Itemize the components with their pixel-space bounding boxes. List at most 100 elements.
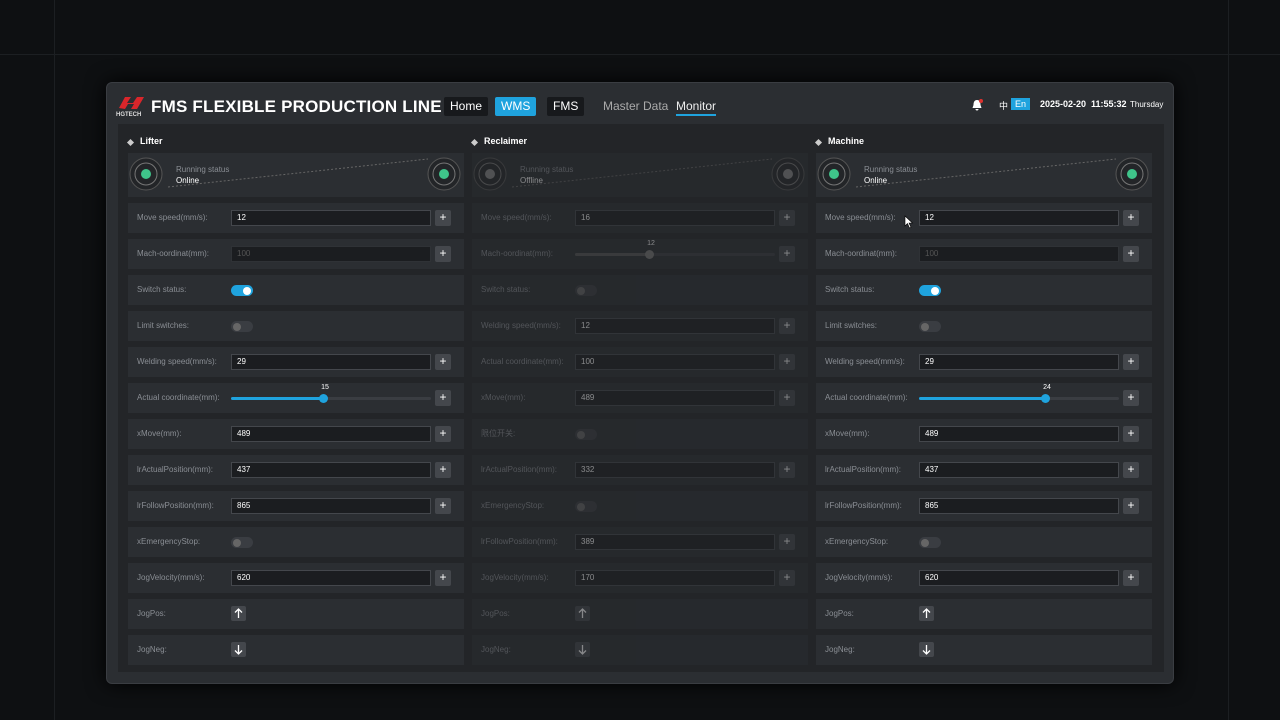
field-label: JogNeg: [481, 645, 511, 654]
form-row: Actual coordinate(mm): 15 + [128, 383, 464, 413]
toggle-switch[interactable] [575, 429, 597, 440]
lang-option[interactable]: En [1011, 98, 1031, 110]
plus-button[interactable]: + [435, 210, 451, 226]
app-title: FMS FLEXIBLE PRODUCTION LINE [151, 97, 442, 116]
plus-button[interactable]: + [779, 210, 795, 226]
slider-knob[interactable] [1041, 394, 1050, 403]
nav-item[interactable]: Master Data [603, 99, 669, 113]
time: 11:55:32 [1091, 99, 1127, 109]
slider-value: 24 [1043, 384, 1051, 391]
form-row: JogPos: [472, 599, 808, 629]
plus-button[interactable]: + [435, 390, 451, 406]
text-input[interactable]: 437 [231, 462, 431, 478]
text-input[interactable]: 100 [231, 246, 431, 262]
toggle-switch[interactable] [575, 501, 597, 512]
field-label: Limit switches: [825, 321, 878, 330]
field-label: xEmergencyStop: [481, 501, 545, 510]
plus-button[interactable]: + [1123, 462, 1139, 478]
text-input[interactable]: 620 [231, 570, 431, 586]
plus-button[interactable]: + [779, 534, 795, 550]
plus-button[interactable]: + [435, 570, 451, 586]
jog-up-button[interactable] [919, 606, 934, 621]
field-label: 限位开关: [481, 429, 516, 438]
slider-knob[interactable] [645, 250, 654, 259]
slider-track[interactable]: 12 [575, 240, 775, 259]
weekday: Thursday [1130, 100, 1164, 109]
nav-item[interactable]: Home [444, 97, 489, 116]
slider-value: 12 [647, 240, 655, 247]
title-icon [814, 138, 823, 147]
plus-button[interactable]: + [435, 354, 451, 370]
plus-button[interactable]: + [779, 354, 795, 370]
plus-button[interactable]: + [779, 246, 795, 262]
plus-button[interactable]: + [779, 390, 795, 406]
plus-button[interactable]: + [1123, 210, 1139, 226]
jog-down-button[interactable] [919, 642, 934, 657]
form-row: JogNeg: [816, 635, 1152, 665]
status-value: Online [864, 176, 888, 185]
text-input[interactable]: 100 [919, 246, 1119, 262]
nav-item[interactable]: FMS [547, 97, 585, 116]
plus-button[interactable]: + [1123, 246, 1139, 262]
plus-button[interactable]: + [435, 498, 451, 514]
plus-button[interactable]: + [1123, 354, 1139, 370]
plus-button[interactable]: + [435, 246, 451, 262]
panel-title: Reclaimer [484, 136, 528, 146]
text-input[interactable]: 12 [231, 210, 431, 226]
slider-knob[interactable] [319, 394, 328, 403]
plus-button[interactable]: + [1123, 426, 1139, 442]
text-input[interactable]: 170 [575, 570, 775, 586]
text-input[interactable]: 29 [231, 354, 431, 370]
toggle-switch[interactable] [231, 321, 253, 332]
lang-option[interactable]: 中 [999, 101, 1009, 111]
text-input[interactable]: 332 [575, 462, 775, 478]
logo-icon [119, 97, 144, 109]
plus-button[interactable]: + [779, 570, 795, 586]
text-input[interactable]: 865 [919, 498, 1119, 514]
jog-down-button[interactable] [231, 642, 246, 657]
nav-item[interactable]: Monitor [676, 97, 717, 116]
nav-item[interactable]: WMS [495, 97, 537, 116]
text-input[interactable]: 12 [919, 210, 1119, 226]
text-input[interactable]: 16 [575, 210, 775, 226]
plus-button[interactable]: + [1123, 390, 1139, 406]
text-input[interactable]: 29 [919, 354, 1119, 370]
panel-title: Lifter [140, 136, 163, 146]
text-input[interactable]: 100 [575, 354, 775, 370]
jog-up-button[interactable] [231, 606, 246, 621]
text-input[interactable]: 489 [575, 390, 775, 406]
status-graphic [129, 157, 461, 191]
slider-track[interactable]: 24 [919, 384, 1119, 403]
text-input[interactable]: 389 [575, 534, 775, 550]
jog-up-button[interactable] [575, 606, 590, 621]
toggle-switch[interactable] [919, 537, 941, 548]
plus-button[interactable]: + [1123, 498, 1139, 514]
field-label: xMove(mm): [481, 393, 526, 402]
field-label: Welding speed(mm/s): [825, 357, 905, 366]
jog-down-button[interactable] [575, 642, 590, 657]
toggle-switch[interactable] [575, 285, 597, 296]
toggle-switch[interactable] [919, 285, 941, 296]
plus-button[interactable]: + [779, 462, 795, 478]
field-label: JogNeg: [137, 645, 167, 654]
plus-button[interactable]: + [779, 318, 795, 334]
text-input[interactable]: 437 [919, 462, 1119, 478]
text-input[interactable]: 620 [919, 570, 1119, 586]
plus-button[interactable]: + [1123, 570, 1139, 586]
text-input[interactable]: 12 [575, 318, 775, 334]
toggle-switch[interactable] [231, 285, 253, 296]
field-label: Limit switches: [137, 321, 190, 330]
bell-icon[interactable] [971, 99, 983, 111]
plus-button[interactable]: + [435, 462, 451, 478]
text-input[interactable]: 489 [231, 426, 431, 442]
toggle-switch[interactable] [231, 537, 253, 548]
toggle-switch[interactable] [919, 321, 941, 332]
plus-button[interactable]: + [435, 426, 451, 442]
form-row: Switch status: [128, 275, 464, 305]
slider-track[interactable]: 15 [231, 384, 431, 403]
text-input[interactable]: 865 [231, 498, 431, 514]
form-row: JogVelocity(mm/s): 620 + [816, 563, 1152, 593]
field-label: xMove(mm): [825, 429, 870, 438]
text-input[interactable]: 489 [919, 426, 1119, 442]
status-box: Running status Online [816, 153, 1152, 197]
